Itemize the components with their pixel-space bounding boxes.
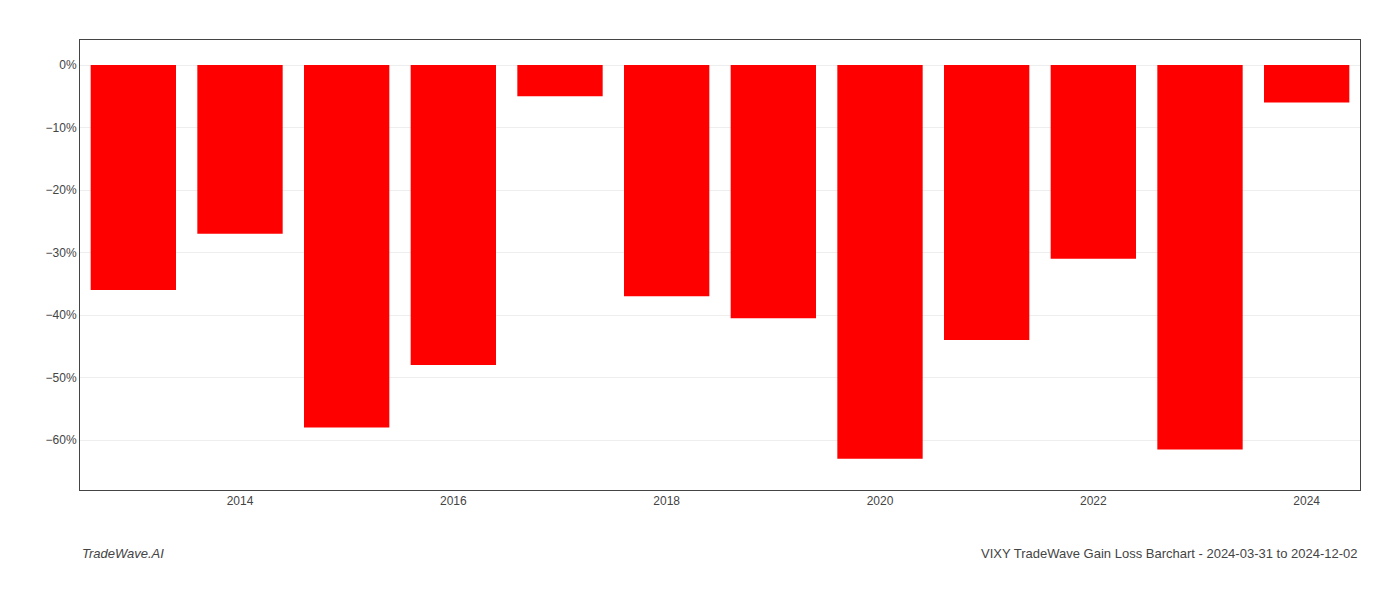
svg-text:2016: 2016 — [440, 494, 467, 508]
svg-text:2024: 2024 — [1293, 494, 1320, 508]
svg-text:TradeWave.AI: TradeWave.AI — [82, 546, 164, 561]
svg-text:−40%: −40% — [46, 308, 77, 322]
svg-text:−10%: −10% — [46, 121, 77, 135]
svg-text:0%: 0% — [59, 58, 77, 72]
svg-text:2014: 2014 — [227, 494, 254, 508]
svg-text:−30%: −30% — [46, 246, 77, 260]
svg-text:−60%: −60% — [46, 433, 77, 447]
svg-text:−50%: −50% — [46, 371, 77, 385]
svg-text:2018: 2018 — [653, 494, 680, 508]
svg-text:2022: 2022 — [1080, 494, 1107, 508]
svg-text:−20%: −20% — [46, 183, 77, 197]
svg-text:2020: 2020 — [867, 494, 894, 508]
svg-text:VIXY TradeWave Gain Loss Barch: VIXY TradeWave Gain Loss Barchart - 2024… — [981, 546, 1358, 561]
